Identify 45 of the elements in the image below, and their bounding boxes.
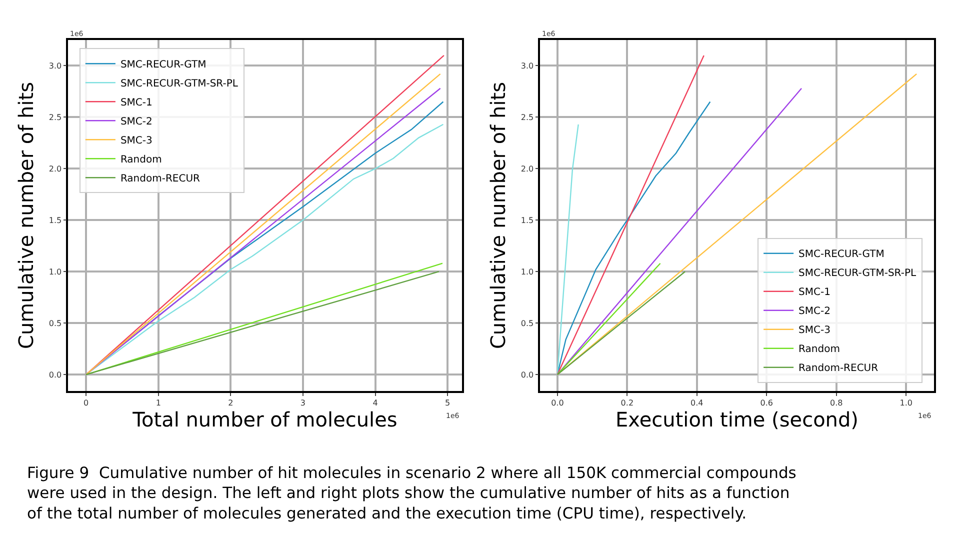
x-axis-title: Total number of molecules bbox=[132, 407, 398, 432]
y-tick-label: 3.0 bbox=[520, 62, 534, 71]
y-tick-label: 2.5 bbox=[48, 113, 62, 122]
legend-label: SMC-RECUR-GTM-SR-PL bbox=[798, 268, 916, 280]
legend-label: SMC-3 bbox=[798, 325, 830, 336]
y-tick-label: 1.0 bbox=[520, 267, 534, 276]
y-tick-label: 2.5 bbox=[520, 113, 534, 122]
caption: Figure 9 Cumulative number of hit molecules in scenario 2 where all 150K commercial compounds were used in the design. The left and right plots show the cumulative number of hits as a function of the total number of molecules generated and the execution time (CPU time), respectively. bbox=[27, 464, 796, 522]
y-tick-label: 0.5 bbox=[520, 318, 534, 328]
legend-label: SMC-RECUR-GTM bbox=[798, 249, 884, 260]
legend-label: Random-RECUR bbox=[120, 174, 200, 185]
x-axis-title: Execution time (second) bbox=[616, 407, 858, 432]
y-tick-label: 3.0 bbox=[48, 62, 62, 71]
x-tick-label: 0.8 bbox=[830, 398, 843, 408]
y-axis-title: Cumulative number of hits bbox=[14, 82, 38, 350]
x-tick-label: 1.0 bbox=[900, 398, 912, 408]
y-tick-label: 0.0 bbox=[520, 370, 534, 380]
x-tick-label: 0.6 bbox=[760, 398, 774, 408]
legend-label: Random-RECUR bbox=[798, 363, 878, 374]
legend-label: SMC-2 bbox=[120, 116, 152, 128]
legend-label: SMC-RECUR-GTM bbox=[120, 60, 206, 71]
y-axis-title: Cumulative number of hits bbox=[486, 82, 510, 350]
x-tick-label: 0.4 bbox=[690, 398, 704, 408]
legend-label: SMC-1 bbox=[120, 98, 152, 109]
y-tick-label: 0.5 bbox=[48, 318, 62, 328]
x-tick-label: 0.0 bbox=[551, 398, 564, 408]
legend-label: SMC-RECUR-GTM-SR-PL bbox=[120, 78, 238, 90]
legend-label: Random bbox=[120, 154, 162, 166]
x-tick-label: 4 bbox=[372, 398, 378, 408]
y-tick-label: 1.5 bbox=[520, 216, 534, 225]
x-tick-label: 5 bbox=[444, 398, 450, 408]
y-tick-label: 1.0 bbox=[48, 267, 62, 276]
y-tick-label: 0.0 bbox=[48, 370, 62, 380]
legend-label: SMC-1 bbox=[798, 287, 830, 298]
y-tick-label: 2.0 bbox=[520, 164, 534, 174]
x-tick-label: 2 bbox=[228, 398, 234, 408]
x-tick-label: 1 bbox=[156, 398, 161, 408]
legend-label: SMC-2 bbox=[798, 306, 830, 318]
y-tick-label: 2.0 bbox=[48, 164, 62, 174]
legend-label: SMC-3 bbox=[120, 136, 152, 147]
x-tick-label: 3 bbox=[300, 398, 306, 408]
x-tick-label: 0.2 bbox=[620, 398, 634, 408]
x-tick-label: 0 bbox=[84, 398, 89, 408]
y-tick-label: 1.5 bbox=[48, 216, 62, 225]
legend-label: Random bbox=[798, 344, 840, 356]
